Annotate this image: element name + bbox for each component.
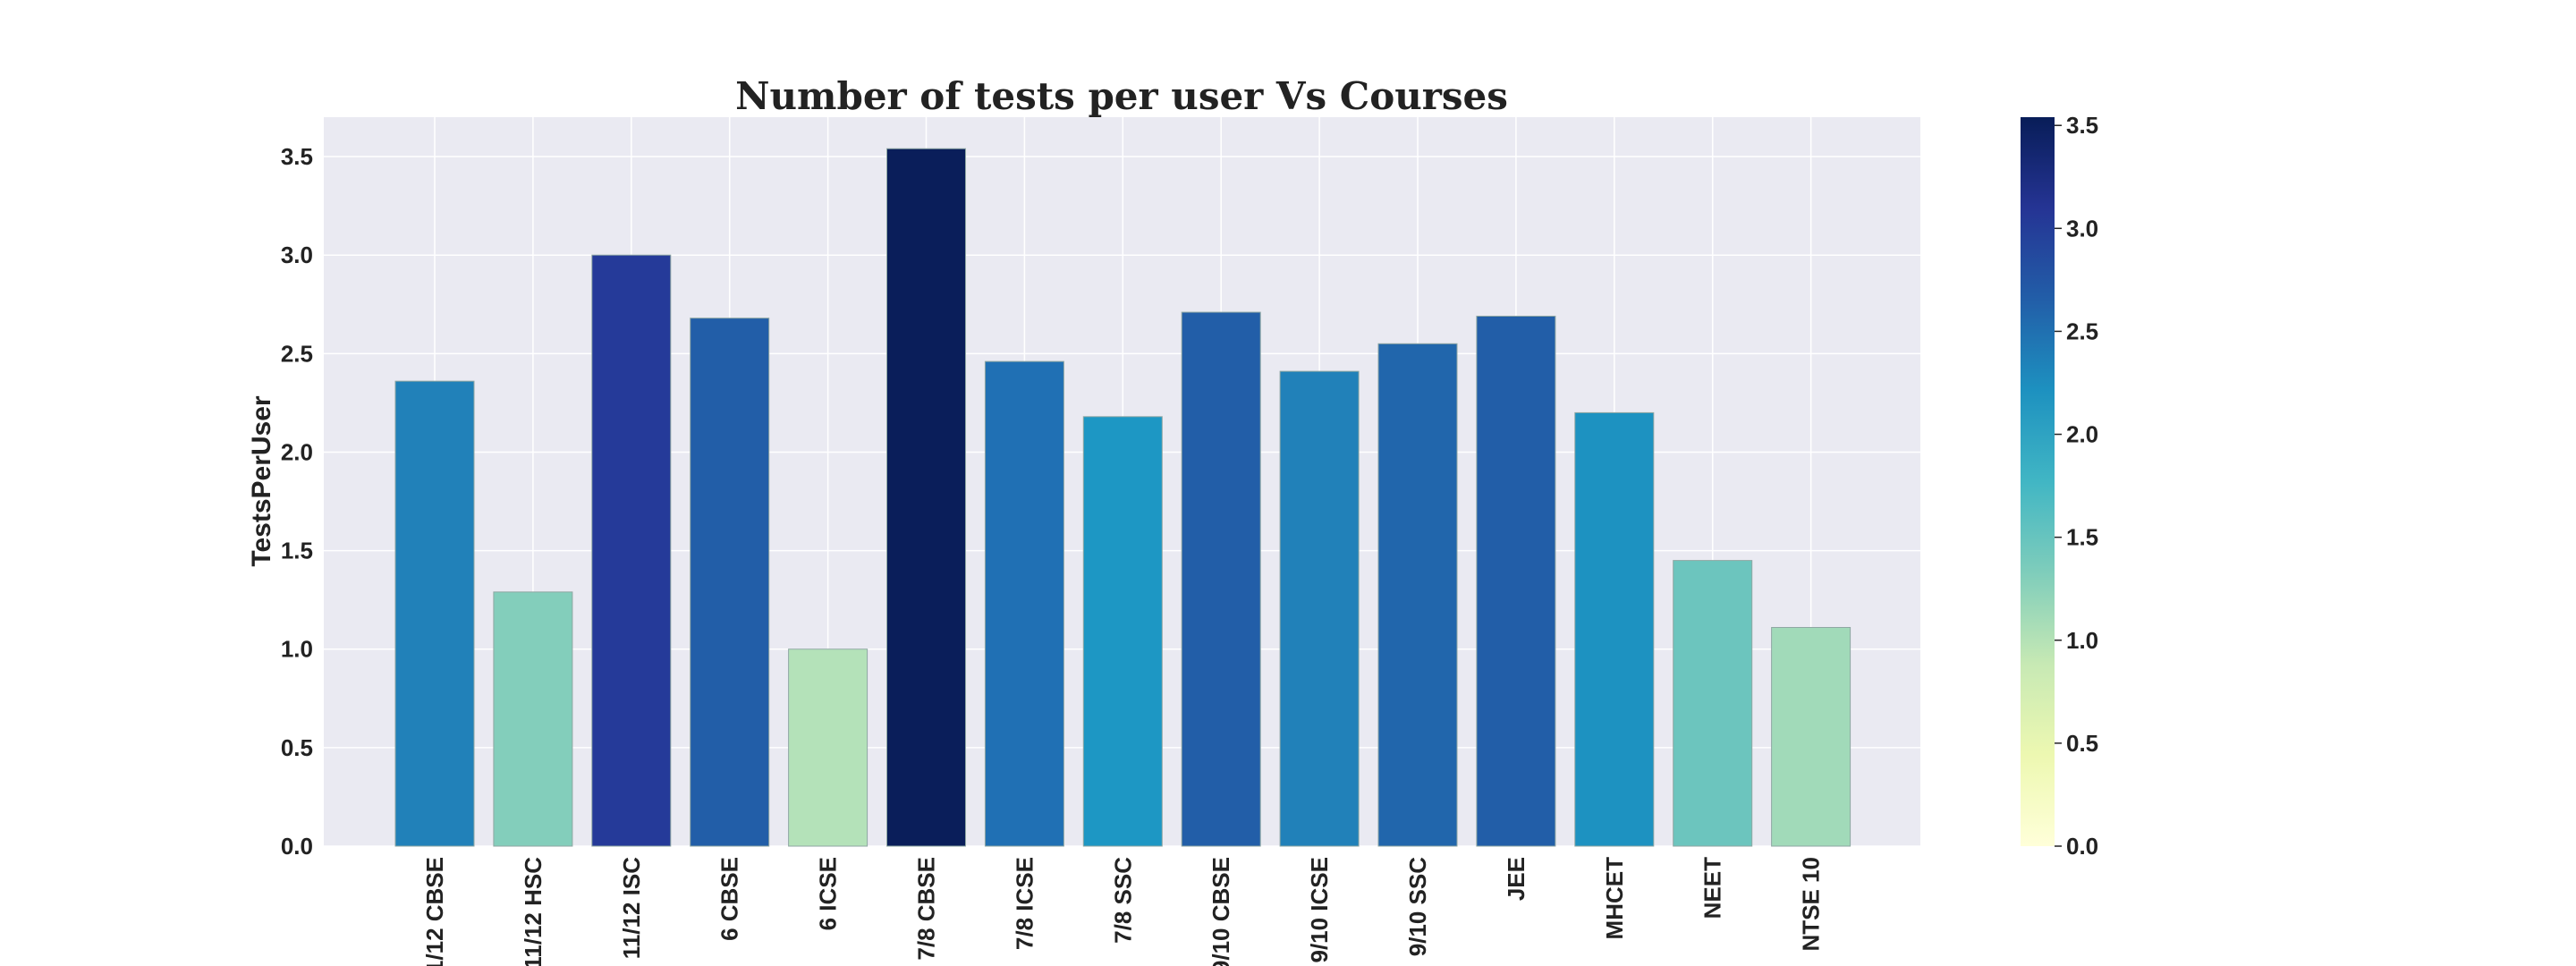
x-tick-label: 6 ICSE [815, 857, 842, 930]
colorbar-tick-label: 2.5 [2066, 318, 2098, 344]
x-tick-label: 11/12 ISC [618, 857, 645, 959]
bar-8 [1181, 311, 1261, 847]
x-tick-label: 9/10 SSC [1404, 857, 1431, 957]
x-tick-label: 9/10 ICSE [1306, 857, 1333, 963]
bars [394, 148, 1852, 847]
x-tick-label: 6 CBSE [716, 857, 743, 941]
colorbar-ticks: 0.0 0.5 1.0 1.5 2.0 2.5 3.0 3.5 [2055, 112, 2098, 860]
bar-0 [394, 380, 475, 847]
x-tick-label: NTSE 10 [1798, 857, 1825, 952]
x-tick-label: 11/12 HSC [520, 857, 547, 966]
bar-13 [1673, 560, 1753, 847]
x-tick-label: JEE [1503, 857, 1530, 901]
bar-2 [591, 254, 672, 847]
colorbar-tick-label: 0.5 [2066, 730, 2098, 757]
y-tick-label: 0.0 [281, 833, 313, 860]
chart-title: Number of tests per user Vs Courses [735, 74, 1508, 118]
x-tick-label: MHCET [1601, 857, 1628, 940]
bar-3 [690, 318, 770, 847]
bar-7 [1082, 416, 1163, 847]
x-tick-label: 7/8 CBSE [913, 857, 940, 961]
bar-14 [1771, 627, 1852, 847]
y-tick-label: 2.0 [281, 438, 313, 465]
x-tick-label: 7/8 SSC [1109, 857, 1136, 944]
bar-11 [1476, 315, 1556, 847]
y-tick-label: 0.5 [281, 734, 313, 761]
y-axis-label: TestsPerUser [247, 395, 276, 567]
x-tick-label: 9/10 CBSE [1208, 857, 1234, 966]
bar-5 [886, 148, 966, 847]
bar-6 [984, 360, 1064, 847]
x-tick-label: NEET [1699, 857, 1726, 919]
colorbar-tick-label: 1.5 [2066, 524, 2098, 551]
colorbar-tick-label: 3.5 [2066, 112, 2098, 139]
bar-4 [788, 648, 869, 847]
x-axis-ticks: 11/12 CBSE 11/12 HSC 11/12 ISC 6 CBSE 6 ICSE… [421, 857, 1825, 966]
y-tick-label: 3.0 [281, 242, 313, 268]
bar-12 [1574, 411, 1655, 847]
bar-10 [1377, 343, 1458, 847]
colorbar-tick-label: 3.0 [2066, 215, 2098, 242]
colorbar-tick-label: 0.0 [2066, 833, 2098, 860]
y-tick-label: 1.5 [281, 538, 313, 564]
y-tick-label: 2.5 [281, 340, 313, 367]
colorbar-tick-label: 1.0 [2066, 627, 2098, 654]
x-tick-label: 7/8 ICSE [1011, 857, 1038, 950]
bar-1 [493, 591, 573, 847]
colorbar-tick-label: 2.0 [2066, 421, 2098, 448]
y-tick-label: 1.0 [281, 636, 313, 663]
colorbar [2021, 117, 2055, 846]
x-tick-label: 11/12 CBSE [421, 857, 448, 966]
y-axis-ticks: 0.0 0.5 1.0 1.5 2.0 2.5 3.0 3.5 [281, 143, 313, 860]
y-tick-label: 3.5 [281, 143, 313, 170]
bar-9 [1279, 370, 1360, 847]
